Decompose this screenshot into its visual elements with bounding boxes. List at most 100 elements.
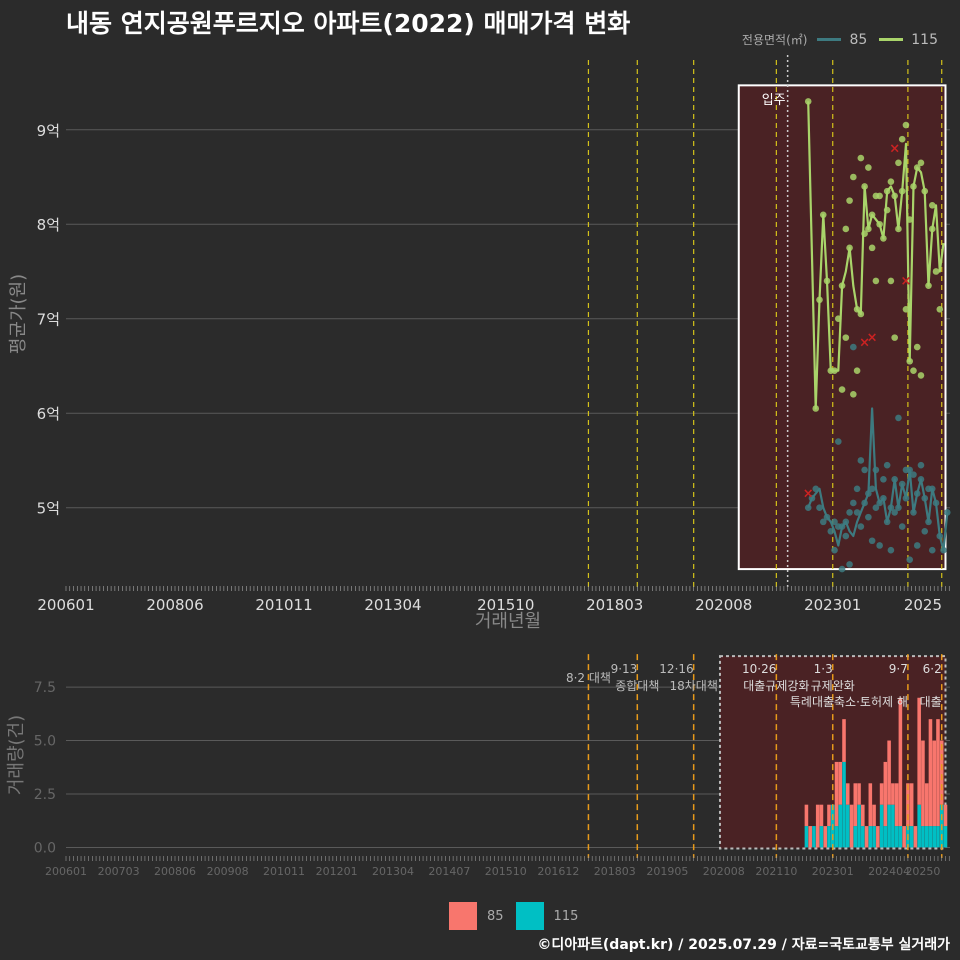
bar-85 xyxy=(894,783,899,827)
scatter-point-85 xyxy=(883,461,891,469)
scatter-point-115 xyxy=(917,159,925,167)
scatter-point-115 xyxy=(850,391,857,398)
bar-115 xyxy=(842,761,846,848)
series-line-85 xyxy=(807,407,949,552)
bar-115 xyxy=(834,826,839,848)
legend-swatch-85 xyxy=(449,902,477,930)
bar-85 xyxy=(815,804,820,848)
bar-115 xyxy=(921,826,925,848)
x-tick-label: 201304 xyxy=(372,865,414,878)
policy-label: 1·3 xyxy=(814,662,833,676)
bar-115 xyxy=(872,826,876,848)
bar-115 xyxy=(898,826,903,848)
scatter-point-85 xyxy=(834,438,842,445)
scatter-point-85 xyxy=(846,509,853,516)
bar-85 xyxy=(928,719,933,827)
bar-115 xyxy=(827,826,831,848)
bar-85 xyxy=(861,804,865,827)
scatter-point-115 xyxy=(891,334,898,341)
scatter-point-85 xyxy=(842,532,850,540)
scatter-point-115 xyxy=(936,305,944,313)
series-line-115 xyxy=(807,101,945,410)
scatter-point-85 xyxy=(857,523,865,530)
scatter-point-115 xyxy=(913,343,921,351)
x-tick-label: 201510 xyxy=(477,596,534,614)
x-tick-label: 200703 xyxy=(98,865,140,878)
legend-key-85 xyxy=(817,38,842,41)
bar-85 xyxy=(872,804,876,827)
x-tick-label: 201905 xyxy=(646,865,688,878)
scatter-point-85 xyxy=(917,461,925,469)
bar-85 xyxy=(883,761,888,827)
y-tick-label: 7.5 xyxy=(34,680,56,696)
policy-sublabel: 특례대출축소·토허제 해 xyxy=(790,695,908,709)
bar-85 xyxy=(879,783,884,805)
scatter-point-85 xyxy=(853,485,861,493)
y-tick-label: 6억 xyxy=(37,405,60,423)
x-tick-label: 200908 xyxy=(207,865,249,878)
scatter-point-85 xyxy=(816,504,823,511)
scatter-point-85 xyxy=(868,485,876,493)
bar-85 xyxy=(887,740,891,805)
x-tick-label: 201304 xyxy=(364,596,421,614)
policy-label: 9·13 xyxy=(611,662,638,676)
bar-85 xyxy=(902,826,906,848)
bar-115 xyxy=(819,826,824,848)
bar-115 xyxy=(853,826,858,848)
y-tick-label: 5억 xyxy=(37,500,60,518)
cancelled-mark: × xyxy=(859,335,870,350)
policy-label: 10·26 xyxy=(742,662,776,676)
scatter-point-115 xyxy=(902,121,910,129)
legend-key-115 xyxy=(879,38,904,41)
chart-title: 내동 연지공원푸르지오 아파트(2022) 매매가격 변화 xyxy=(66,9,631,38)
x-tick-label: 201803 xyxy=(594,865,636,878)
bar-85 xyxy=(876,826,880,848)
cancelled-mark: × xyxy=(867,331,878,346)
policy-label: 9·7 xyxy=(889,662,908,676)
bar-115 xyxy=(932,826,936,848)
scatter-point-85 xyxy=(838,565,846,573)
scatter-point-115 xyxy=(910,367,917,374)
bar-85 xyxy=(849,804,854,848)
bar-85 xyxy=(838,761,843,805)
bar-85 xyxy=(913,826,918,848)
cancelled-mark: × xyxy=(889,142,900,157)
x-axis-title: 거래년월 xyxy=(475,611,541,632)
bar-85 xyxy=(898,697,903,827)
policy-label: 12·16 xyxy=(659,662,693,676)
bar-115 xyxy=(887,804,891,848)
bar-85 xyxy=(909,783,914,827)
bar-115 xyxy=(943,826,948,848)
scatter-point-85 xyxy=(880,476,887,483)
bar-115 xyxy=(909,826,914,848)
scatter-point-85 xyxy=(868,537,876,545)
bar-85 xyxy=(808,826,812,848)
scatter-point-115 xyxy=(857,154,865,162)
x-tick-label: 201803 xyxy=(586,596,643,614)
price-chart: 5억 6억 7억 8억 9억 입주 200601 200806 201011 201304 2015… xyxy=(8,55,951,632)
scatter-point-85 xyxy=(910,471,917,478)
legend-label-115: 115 xyxy=(911,31,938,48)
scatter-point-115 xyxy=(902,305,910,313)
bar-115 xyxy=(894,826,899,848)
bar-85 xyxy=(845,783,850,805)
y-tick-label: 9억 xyxy=(37,122,60,140)
x-tick-label: 201011 xyxy=(255,596,312,614)
x-tick-label: 20250 xyxy=(905,865,940,878)
bar-115 xyxy=(924,826,929,848)
scatter-point-85 xyxy=(831,518,838,526)
scatter-point-115 xyxy=(876,192,883,200)
legend-title: 전용면적(㎡) xyxy=(741,33,808,47)
scatter-point-115 xyxy=(842,225,850,233)
bar-85 xyxy=(823,826,828,848)
scatter-point-85 xyxy=(853,509,861,516)
policy-sublabel: 대출규제강화 xyxy=(743,679,809,693)
legend-top: 전용면적(㎡) 85 115 xyxy=(742,31,950,48)
scatter-point-115 xyxy=(868,244,876,252)
bar-85 xyxy=(819,804,824,827)
y-tick-label: 0.0 xyxy=(34,840,56,856)
x-tick-label: 202404 xyxy=(868,865,910,878)
scatter-point-115 xyxy=(898,135,906,143)
y-axis-title: 평균가(원) xyxy=(8,274,29,354)
